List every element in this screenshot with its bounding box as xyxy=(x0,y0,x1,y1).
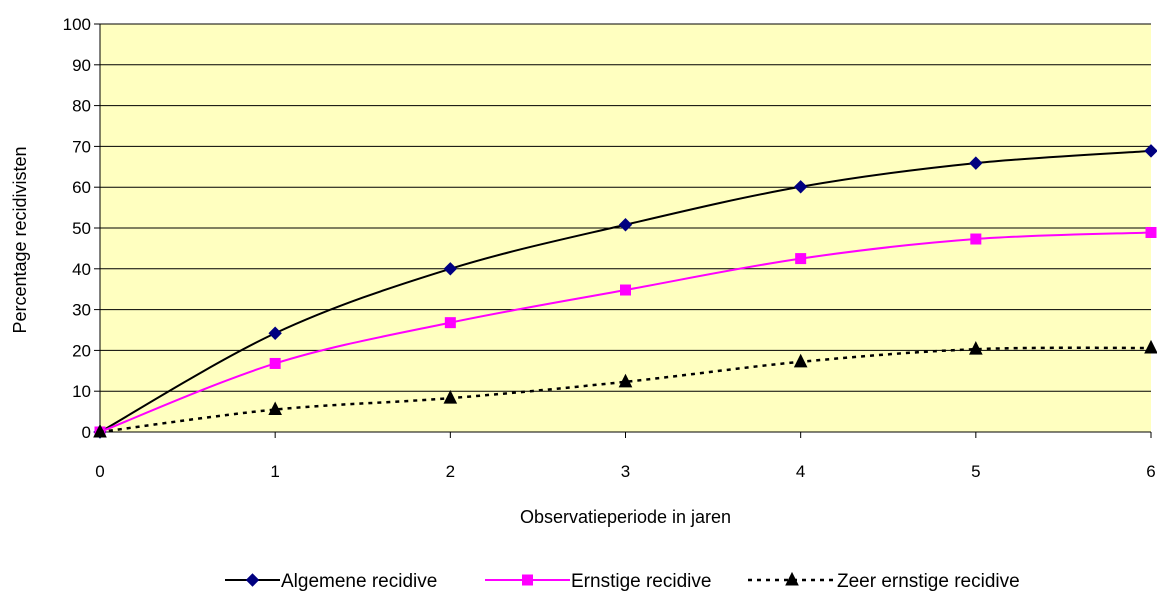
legend-item-1: Algemene recidive xyxy=(225,571,437,592)
data-point xyxy=(269,357,281,369)
x-tick-label: 3 xyxy=(621,462,630,481)
y-tick-label: 100 xyxy=(63,15,91,34)
y-tick-label: 0 xyxy=(82,423,91,442)
data-point xyxy=(969,341,983,355)
data-point xyxy=(444,317,456,329)
data-point xyxy=(268,401,282,416)
y-tick-label: 20 xyxy=(72,341,91,360)
data-point xyxy=(1144,144,1157,158)
y-tick-label: 90 xyxy=(72,56,91,75)
x-tick-label: 2 xyxy=(446,462,455,481)
legend-label: Zeer ernstige recidive xyxy=(837,571,1020,592)
data-point xyxy=(618,218,633,232)
legend-marker xyxy=(785,571,799,586)
axes: 0 10 20 30 40 50 60 70 80 90 100 0 1 2 3 4 5 6 xyxy=(63,15,1156,481)
y-tick-label: 10 xyxy=(72,382,91,401)
data-point xyxy=(620,284,631,296)
x-tick-label: 5 xyxy=(971,462,980,481)
legend-label: Algemene recidive xyxy=(281,571,437,592)
x-tick-label: 4 xyxy=(796,462,805,481)
legend-marker xyxy=(522,574,533,586)
y-tick-label: 30 xyxy=(72,301,91,320)
x-tick-label: 1 xyxy=(270,462,279,481)
data-point xyxy=(970,233,982,245)
legend-label: Ernstige recidive xyxy=(571,571,711,592)
y-axis-title: Percentage recidivisten xyxy=(10,146,30,333)
data-point xyxy=(93,423,107,438)
data-point xyxy=(618,373,633,388)
legend-item-3: Zeer ernstige recidive xyxy=(748,571,1020,592)
y-tick-label: 50 xyxy=(72,219,91,238)
series-3 xyxy=(93,339,1157,438)
data-point xyxy=(795,253,807,265)
data-point xyxy=(1144,339,1157,354)
data-point xyxy=(969,156,983,170)
data-point xyxy=(443,262,458,276)
data-point xyxy=(268,326,282,340)
y-tick-label: 80 xyxy=(72,97,91,116)
y-tick-label: 40 xyxy=(72,260,91,279)
data-point xyxy=(443,390,458,404)
x-axis-title: Observatieperiode in jaren xyxy=(520,507,731,527)
x-tick-label: 6 xyxy=(1146,462,1155,481)
data-point xyxy=(1145,226,1157,238)
y-tick-label: 70 xyxy=(72,137,91,156)
data-point xyxy=(793,180,808,194)
legend: Algemene recidive Ernstige recidive Zeer e… xyxy=(225,571,1020,592)
series-1 xyxy=(93,144,1157,439)
gridlines xyxy=(100,23,1151,392)
legend-item-2: Ernstige recidive xyxy=(485,571,711,592)
x-tick-label: 0 xyxy=(95,462,104,481)
series-group xyxy=(93,144,1157,439)
legend-marker xyxy=(245,573,260,587)
y-tick-label: 60 xyxy=(72,178,91,197)
data-point xyxy=(793,353,808,368)
